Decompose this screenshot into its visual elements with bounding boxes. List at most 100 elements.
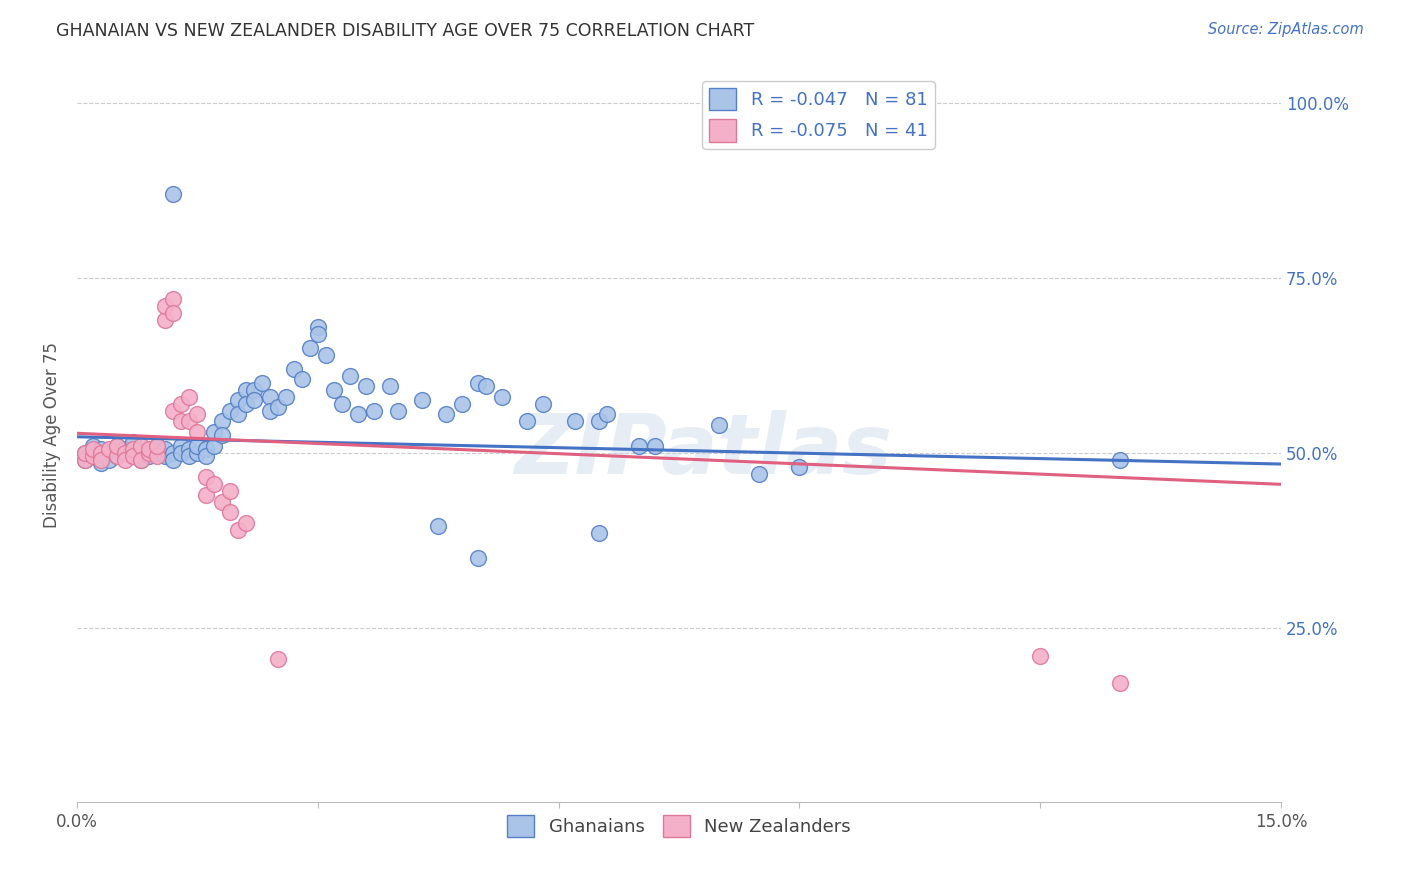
Point: [155, 313, 177, 327]
Point: [307, 320, 329, 334]
Point: [170, 414, 193, 428]
Point: [155, 450, 177, 464]
Point: [250, 376, 273, 390]
Point: [162, 446, 184, 460]
Legend: Ghanaians, New Zealanders: Ghanaians, New Zealanders: [501, 808, 858, 845]
Point: [146, 446, 169, 460]
Point: [82, 439, 104, 453]
Point: [162, 292, 184, 306]
Point: [146, 450, 169, 464]
Point: [467, 376, 489, 390]
Point: [75, 446, 97, 460]
Point: [170, 446, 193, 460]
Point: [129, 453, 152, 467]
Point: [627, 439, 650, 453]
Point: [162, 453, 184, 467]
Point: [114, 453, 136, 467]
Point: [129, 439, 152, 453]
Point: [347, 408, 370, 422]
Point: [789, 459, 811, 474]
Point: [90, 446, 112, 460]
Point: [226, 393, 249, 408]
Point: [179, 414, 201, 428]
Point: [146, 439, 169, 453]
Point: [122, 450, 145, 464]
Point: [129, 446, 152, 460]
Point: [90, 442, 112, 457]
Point: [307, 327, 329, 342]
Point: [387, 404, 409, 418]
Point: [202, 425, 225, 439]
Point: [122, 442, 145, 457]
Point: [235, 516, 257, 530]
Point: [186, 446, 208, 460]
Point: [170, 397, 193, 411]
Point: [194, 450, 217, 464]
Text: GHANAIAN VS NEW ZEALANDER DISABILITY AGE OVER 75 CORRELATION CHART: GHANAIAN VS NEW ZEALANDER DISABILITY AGE…: [56, 22, 755, 40]
Point: [1029, 648, 1052, 663]
Point: [378, 379, 401, 393]
Point: [267, 652, 290, 666]
Point: [564, 414, 586, 428]
Point: [354, 379, 377, 393]
Point: [82, 442, 104, 457]
Point: [75, 446, 97, 460]
Point: [330, 397, 353, 411]
Point: [155, 442, 177, 457]
Y-axis label: Disability Age Over 75: Disability Age Over 75: [44, 343, 60, 528]
Point: [98, 453, 121, 467]
Point: [114, 446, 136, 460]
Point: [434, 408, 457, 422]
Point: [363, 404, 385, 418]
Point: [179, 450, 201, 464]
Point: [138, 442, 160, 457]
Point: [179, 390, 201, 404]
Point: [339, 369, 361, 384]
Point: [155, 299, 177, 313]
Point: [202, 477, 225, 491]
Point: [162, 404, 184, 418]
Point: [114, 446, 136, 460]
Point: [467, 550, 489, 565]
Point: [105, 450, 128, 464]
Point: [194, 442, 217, 457]
Point: [218, 404, 240, 418]
Point: [283, 362, 305, 376]
Point: [596, 408, 619, 422]
Point: [531, 397, 554, 411]
Point: [162, 306, 184, 320]
Point: [235, 397, 257, 411]
Point: [122, 450, 145, 464]
Point: [82, 450, 104, 464]
Point: [644, 439, 666, 453]
Point: [129, 453, 152, 467]
Point: [138, 446, 160, 460]
Point: [122, 435, 145, 450]
Point: [259, 390, 281, 404]
Point: [194, 488, 217, 502]
Point: [515, 414, 537, 428]
Point: [186, 439, 208, 453]
Point: [98, 446, 121, 460]
Point: [218, 484, 240, 499]
Point: [298, 341, 321, 355]
Point: [259, 404, 281, 418]
Point: [322, 383, 344, 397]
Point: [105, 439, 128, 453]
Point: [291, 372, 314, 386]
Point: [315, 348, 337, 362]
Point: [138, 450, 160, 464]
Point: [1109, 453, 1132, 467]
Point: [242, 383, 264, 397]
Point: [211, 428, 233, 442]
Point: [491, 390, 513, 404]
Point: [105, 439, 128, 453]
Point: [82, 450, 104, 464]
Point: [218, 505, 240, 519]
Point: [707, 417, 730, 432]
Point: [186, 408, 208, 422]
Point: [114, 442, 136, 457]
Text: ZIPatlas: ZIPatlas: [515, 409, 891, 491]
Point: [226, 408, 249, 422]
Point: [427, 519, 450, 533]
